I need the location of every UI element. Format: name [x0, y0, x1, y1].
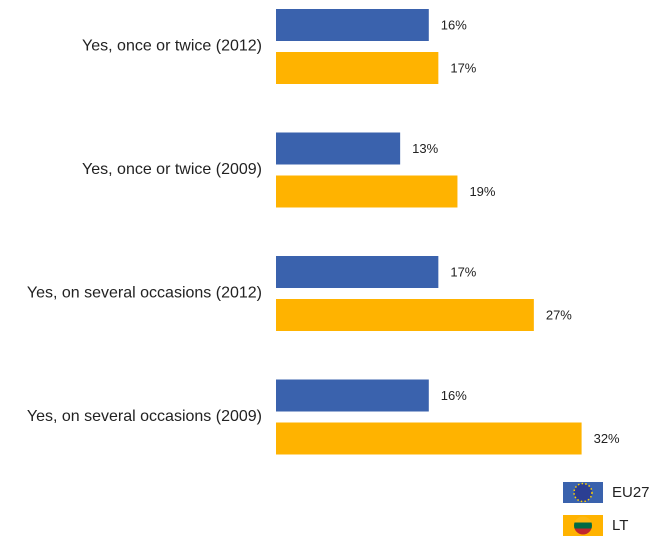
legend-label: EU27 — [612, 484, 650, 501]
bar — [276, 256, 439, 288]
bar — [276, 379, 429, 412]
value-label: 16% — [441, 17, 467, 32]
value-label: 19% — [469, 184, 495, 199]
bar — [276, 52, 439, 84]
legend-icon-eu-flag — [573, 482, 593, 503]
bar — [276, 422, 582, 455]
bar — [276, 132, 401, 165]
bar — [276, 299, 534, 331]
value-label: 27% — [546, 307, 572, 322]
category-label: Yes, once or twice (2009) — [82, 161, 262, 178]
bar — [276, 175, 458, 208]
category-label: Yes, on several occasions (2012) — [27, 285, 262, 302]
legend-icon-lt-flag — [574, 516, 592, 535]
value-label: 17% — [450, 264, 476, 279]
value-label: 16% — [441, 388, 467, 403]
value-label: 13% — [412, 141, 438, 156]
legend: EU27 LT — [563, 482, 650, 536]
value-label: 32% — [594, 431, 620, 446]
bar — [276, 9, 429, 41]
category-label: Yes, once or twice (2012) — [82, 38, 262, 55]
value-label: 17% — [450, 60, 476, 75]
category-label: Yes, on several occasions (2009) — [27, 408, 262, 425]
legend-label: LT — [612, 517, 628, 534]
